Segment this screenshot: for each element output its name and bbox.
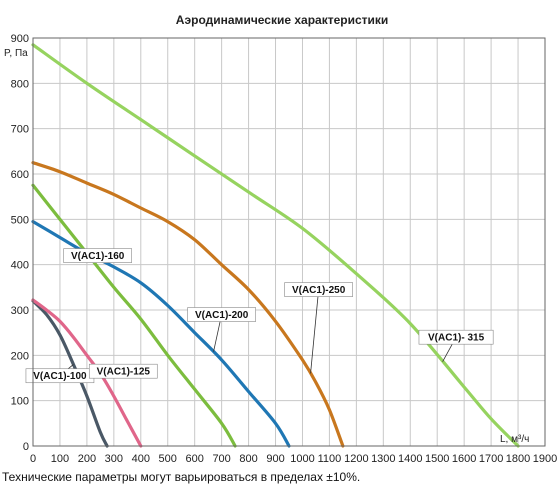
y-tick-label: 900 [11, 33, 29, 45]
x-tick-label: 1100 [318, 453, 342, 465]
chart-ticks: 0 100 200 300 400 500 600 700 800 900 1000 1100 1200… [11, 33, 558, 465]
y-tick-label: 700 [11, 124, 29, 136]
series-line-v-ac1-250 [31, 161, 345, 448]
x-tick-label: 500 [159, 453, 177, 465]
y-tick-label: 300 [11, 305, 29, 317]
x-tick-label: 1600 [452, 453, 476, 465]
aerodynamic-chart: Аэродинамические характеристики 0 100 200 3… [4, 13, 558, 465]
y-tick-label: 600 [11, 169, 29, 181]
series-label-v-ac1-315: V(AC1)- 315 [428, 333, 485, 344]
x-tick-label: 1500 [425, 453, 449, 465]
y-axis-label: P, Па [4, 48, 28, 59]
x-tick-label: 400 [132, 453, 150, 465]
leader-line-v-ac1-250 [310, 289, 320, 374]
series-label-v-ac1-125: V(AC1)-125 [97, 367, 151, 378]
series-label-v-ac1-160: V(AC1)-160 [71, 251, 125, 262]
chart-callouts: V(AC1)-100 V(AC1)-125 V(AC1)-160 V(AC1)-200… [25, 248, 494, 384]
x-tick-label: 700 [212, 453, 230, 465]
x-tick-label: 800 [239, 453, 257, 465]
x-tick-label: 1000 [290, 453, 314, 465]
series-label-box-v-ac1-160 [63, 248, 132, 263]
footnote: Технические параметры могут варьироватьс… [2, 470, 361, 484]
x-tick-label: 1900 [533, 453, 557, 465]
x-tick-label: 100 [51, 453, 69, 465]
chart-title: Аэродинамические характеристики [176, 13, 389, 27]
x-tick-label: 1200 [344, 453, 368, 465]
series-label-box-v-ac1-250 [284, 282, 353, 297]
x-tick-label: 300 [105, 453, 123, 465]
y-tick-label: 400 [11, 260, 29, 272]
y-tick-label: 100 [11, 396, 29, 408]
series-line-v-ac1-125 [31, 298, 143, 448]
x-axis-label: L, м³/ч [500, 434, 529, 445]
x-tick-label: 200 [78, 453, 96, 465]
series-label-v-ac1-100: V(AC1)-100 [33, 371, 87, 382]
x-tick-label: 1400 [398, 453, 422, 465]
y-tick-label: 500 [11, 214, 29, 226]
series-line-v-ac1-160 [31, 183, 237, 448]
series-label-box-v-ac1-315 [418, 329, 494, 345]
series-label-box-v-ac1-200 [187, 307, 256, 322]
x-tick-label: 1800 [506, 453, 530, 465]
plot-frame [32, 37, 546, 447]
x-tick-label: 900 [266, 453, 284, 465]
x-tick-label: 600 [186, 453, 204, 465]
series-label-box-v-ac1-125 [88, 363, 158, 379]
x-tick-label: 0 [30, 453, 36, 465]
y-tick-label: 0 [23, 441, 29, 453]
series-label-v-ac1-250: V(AC1)-250 [292, 285, 346, 296]
y-tick-label: 800 [11, 78, 29, 90]
y-tick-label: 200 [11, 350, 29, 362]
series-label-v-ac1-200: V(AC1)-200 [195, 310, 249, 321]
series-line-v-ac1-315 [31, 43, 520, 448]
x-tick-label: 1700 [479, 453, 503, 465]
x-tick-label: 1300 [371, 453, 395, 465]
chart-grid [32, 37, 546, 447]
